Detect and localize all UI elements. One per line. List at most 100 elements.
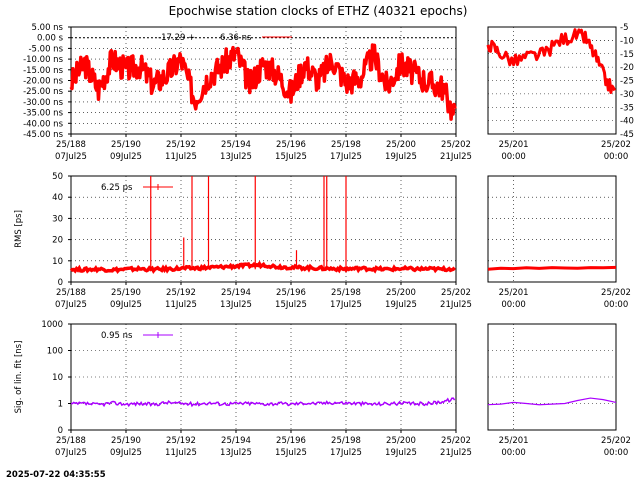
x-date-label: 09Jul25 bbox=[110, 300, 142, 310]
x-date-label: 15Jul25 bbox=[275, 152, 307, 162]
x-date-label: 11Jul25 bbox=[165, 448, 197, 458]
x-tick-label: 25/190 bbox=[111, 140, 141, 150]
x-tick-label: 25/194 bbox=[221, 140, 251, 150]
right-x-time-label: 00:00 bbox=[604, 300, 629, 310]
legend-value: 6.25 ps bbox=[101, 183, 133, 193]
clock-series-line bbox=[69, 43, 457, 121]
right-x-time-label: 00:00 bbox=[604, 152, 629, 162]
y-tick-label: 40 bbox=[52, 193, 63, 203]
x-date-label: 17Jul25 bbox=[330, 300, 362, 310]
x-tick-label: 25/200 bbox=[386, 140, 416, 150]
right-x-time-label: 00:00 bbox=[501, 152, 526, 162]
panel-sig: 0 1 10 100 1000 25/188 07Jul25 25/190 09Jul25 25/… bbox=[14, 320, 631, 458]
x-date-label: 21Jul25 bbox=[440, 448, 472, 458]
timestamp-label: 2025-07-22 04:35:55 bbox=[6, 470, 106, 480]
x-tick-label: 25/196 bbox=[276, 288, 306, 298]
plot-frame bbox=[70, 175, 457, 283]
x-tick-label: 25/188 bbox=[56, 140, 86, 150]
right-y-tick-label: -25 bbox=[620, 77, 634, 87]
legend-value: 0.95 ns bbox=[101, 331, 133, 341]
x-tick-label: 25/202 bbox=[441, 288, 471, 298]
x-tick-label: 25/190 bbox=[111, 436, 141, 446]
y-tick-label: -25.00 ns bbox=[23, 87, 63, 97]
x-tick-label: 25/190 bbox=[111, 288, 141, 298]
x-date-label: 17Jul25 bbox=[330, 448, 362, 458]
right-x-tick-label: 25/201 bbox=[499, 140, 529, 150]
y-tick-label: 100 bbox=[47, 347, 63, 357]
right-x-tick-label: 25/201 bbox=[499, 288, 529, 298]
y-tick-label: -40.00 ns bbox=[23, 119, 63, 129]
y-axis-label: Sig. of lin. fit [ns] bbox=[14, 341, 24, 414]
y-tick-label: 20 bbox=[52, 236, 63, 246]
x-date-label: 09Jul25 bbox=[110, 448, 142, 458]
rms-series-line bbox=[69, 260, 456, 275]
y-axis-label: RMS [ps] bbox=[14, 210, 24, 248]
legend-value: -17.29 + bbox=[158, 33, 195, 43]
panel-clock: 5.00 ns0.00 s-5.00 ns-10.00 ns-15.00 ns-… bbox=[23, 23, 634, 162]
x-tick-label: 25/196 bbox=[276, 140, 306, 150]
x-date-label: 17Jul25 bbox=[330, 152, 362, 162]
right-x-tick-label: 25/202 bbox=[601, 436, 631, 446]
right-y-tick-label: -40 bbox=[620, 117, 634, 127]
right-y-tick-label: -10 bbox=[620, 36, 634, 46]
y-tick-label: 30 bbox=[52, 214, 63, 224]
y-tick-label: 1000 bbox=[41, 320, 63, 330]
x-date-label: 07Jul25 bbox=[55, 448, 87, 458]
x-tick-label: 25/202 bbox=[441, 140, 471, 150]
x-date-label: 13Jul25 bbox=[220, 152, 252, 162]
y-tick-label: 0 bbox=[58, 278, 63, 288]
right-y-tick-label: -15 bbox=[620, 50, 634, 60]
x-date-label: 15Jul25 bbox=[275, 300, 307, 310]
x-date-label: 07Jul25 bbox=[55, 300, 87, 310]
right-y-tick-label: -5 bbox=[620, 23, 628, 33]
x-tick-label: 25/196 bbox=[276, 436, 306, 446]
y-tick-label: -15.00 ns bbox=[23, 66, 63, 76]
y-tick-label: -20.00 ns bbox=[23, 77, 63, 87]
x-date-label: 11Jul25 bbox=[165, 300, 197, 310]
x-date-label: 13Jul25 bbox=[220, 448, 252, 458]
right-y-tick-label: -45 bbox=[620, 130, 634, 140]
x-date-label: 09Jul25 bbox=[110, 152, 142, 162]
rms-series-right bbox=[487, 265, 617, 271]
y-tick-label: -35.00 ns bbox=[23, 109, 63, 119]
x-tick-label: 25/188 bbox=[56, 288, 86, 298]
figure-title: Epochwise station clocks of ETHZ (40321 … bbox=[169, 4, 468, 18]
x-tick-label: 25/198 bbox=[331, 436, 361, 446]
right-x-tick-label: 25/201 bbox=[499, 436, 529, 446]
x-tick-label: 25/192 bbox=[166, 288, 196, 298]
y-tick-label: 50 bbox=[52, 172, 63, 182]
y-tick-label: -45.00 ns bbox=[23, 130, 63, 140]
x-tick-label: 25/192 bbox=[166, 140, 196, 150]
x-date-label: 11Jul25 bbox=[165, 152, 197, 162]
plot-frame-right bbox=[487, 175, 617, 283]
y-tick-label: 0.00 s bbox=[37, 34, 64, 44]
x-date-label: 15Jul25 bbox=[275, 448, 307, 458]
y-tick-label: -5.00 ns bbox=[28, 44, 63, 54]
legend-value2: 6.36 ns bbox=[220, 33, 252, 43]
plot-frame-right bbox=[487, 26, 617, 135]
y-tick-label: 5.00 ns bbox=[32, 23, 64, 33]
x-tick-label: 25/198 bbox=[331, 288, 361, 298]
sig-series-line bbox=[70, 397, 456, 408]
y-tick-label: -10.00 ns bbox=[23, 55, 63, 65]
x-date-label: 21Jul25 bbox=[440, 300, 472, 310]
panel-rms: 0 10 20 30 40 50 25/188 07Jul25 25/190 09Jul25 25/… bbox=[14, 172, 631, 310]
x-date-label: 07Jul25 bbox=[55, 152, 87, 162]
y-tick-label: 10 bbox=[52, 257, 63, 267]
right-x-time-label: 00:00 bbox=[501, 300, 526, 310]
x-date-label: 19Jul25 bbox=[385, 300, 417, 310]
x-tick-label: 25/194 bbox=[221, 288, 251, 298]
x-tick-label: 25/188 bbox=[56, 436, 86, 446]
x-date-label: 13Jul25 bbox=[220, 300, 252, 310]
sig-series-right bbox=[487, 397, 617, 406]
clock-series-right bbox=[486, 28, 617, 94]
x-tick-label: 25/200 bbox=[386, 436, 416, 446]
x-date-label: 19Jul25 bbox=[385, 152, 417, 162]
x-date-label: 19Jul25 bbox=[385, 448, 417, 458]
y-tick-label: 1 bbox=[58, 400, 63, 410]
x-date-label: 21Jul25 bbox=[440, 152, 472, 162]
plot-frame bbox=[70, 323, 457, 431]
plot-frame-right bbox=[487, 323, 617, 431]
x-tick-label: 25/202 bbox=[441, 436, 471, 446]
